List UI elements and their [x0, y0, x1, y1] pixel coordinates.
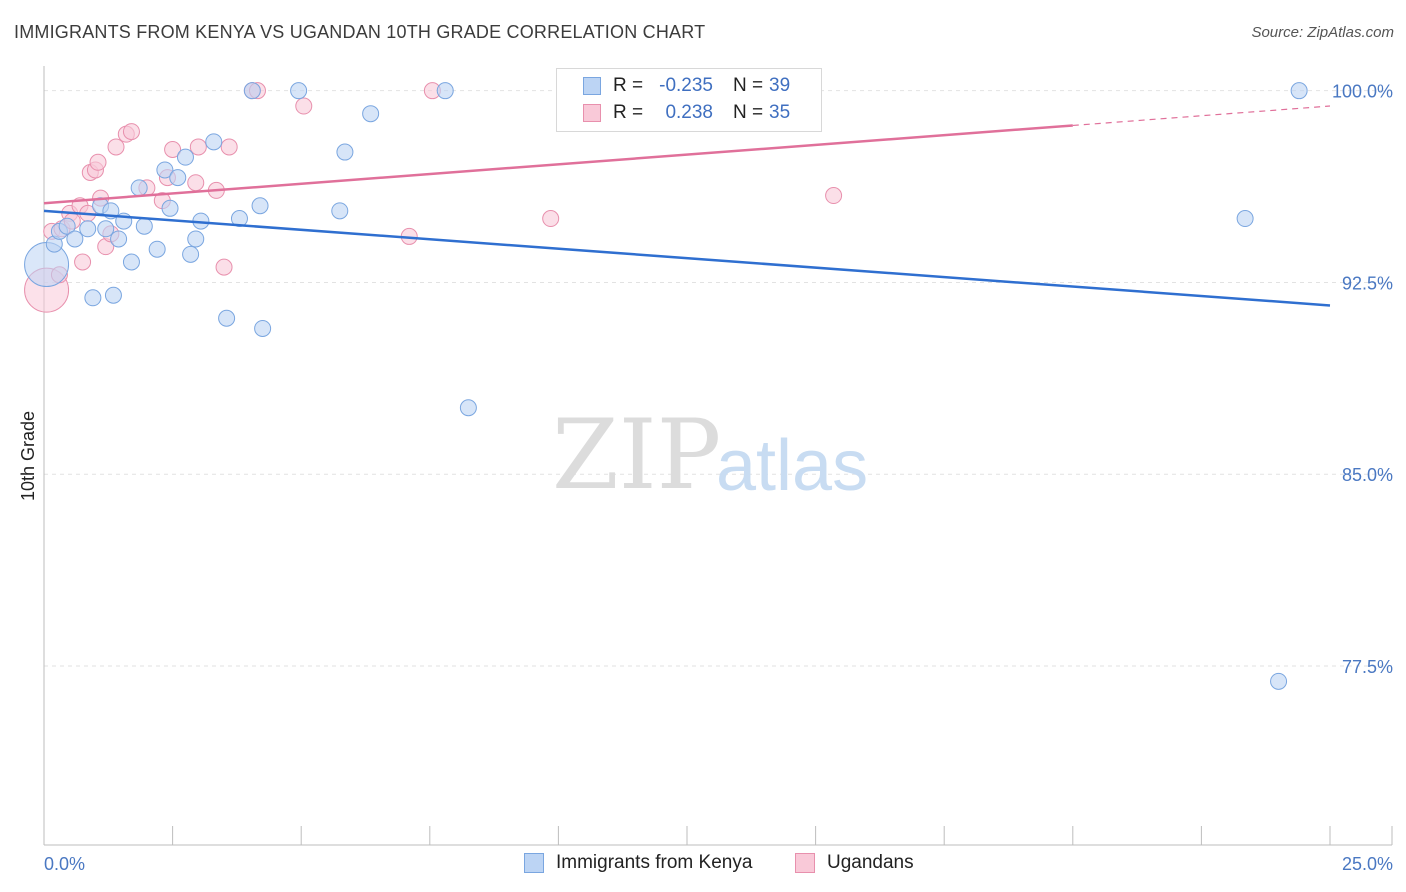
point-ugandans [295, 97, 313, 115]
legend-label-uganda: Ugandans [827, 852, 914, 873]
legend-item-uganda[interactable]: Ugandans [795, 852, 914, 874]
point-ugandans [189, 138, 207, 156]
point-kenya [187, 230, 205, 248]
series-kenya [24, 82, 1308, 690]
point-kenya [290, 82, 308, 100]
axes [43, 66, 1393, 846]
legend-n-value: 35 [769, 102, 791, 123]
trend-lines [43, 105, 1331, 307]
legend-swatch-uganda [795, 853, 815, 873]
point-kenya [1236, 210, 1254, 228]
legend-r-label: R = [613, 102, 644, 123]
point-kenya [254, 319, 272, 337]
watermark-zip: ZIP [552, 399, 721, 511]
legend-item-kenya[interactable]: Immigrants from Kenya [524, 852, 752, 874]
legend-n-label: N = [733, 75, 764, 96]
point-ugandans [215, 258, 233, 276]
point-kenya [148, 240, 166, 258]
point-kenya [459, 399, 477, 417]
legend-n-label: N = [733, 102, 764, 123]
point-kenya [79, 220, 97, 238]
point-kenya [230, 210, 248, 228]
point-kenya [24, 242, 70, 288]
legend-swatch-uganda [583, 104, 601, 122]
point-kenya [182, 245, 200, 263]
legend-r-label: R = [613, 75, 644, 96]
legend-row-kenya: R = -0.235 N = 39 [583, 73, 823, 99]
legend-swatch-kenya [524, 853, 544, 873]
watermark-atlas: atlas [716, 426, 868, 506]
point-kenya [362, 105, 380, 123]
point-kenya [205, 133, 223, 151]
grid-lines [44, 90, 1392, 667]
point-kenya [110, 230, 128, 248]
point-ugandans [187, 174, 205, 192]
point-kenya [97, 220, 115, 238]
point-kenya [135, 217, 153, 235]
legend-n-value: 39 [769, 75, 791, 96]
point-kenya [1270, 672, 1288, 690]
stats-legend: R = -0.235 N = 39 R = 0.238 N = 35 [556, 68, 822, 132]
x-tick-label: 25.0% [1342, 854, 1393, 874]
point-ugandans [542, 210, 560, 228]
point-kenya [176, 148, 194, 166]
point-kenya [122, 253, 140, 271]
point-ugandans [825, 187, 843, 205]
point-kenya [218, 309, 236, 327]
y-tick-label: 77.5% [1342, 657, 1393, 677]
y-tick-label: 92.5% [1342, 273, 1393, 293]
point-kenya [156, 161, 174, 179]
point-kenya [243, 82, 261, 100]
legend-row-uganda: R = 0.238 N = 35 [583, 100, 823, 126]
y-axis-label: 10th Grade [18, 411, 38, 501]
source-label: Source: ZipAtlas.com [1251, 24, 1394, 41]
point-ugandans [107, 138, 125, 156]
point-kenya [161, 199, 179, 217]
point-ugandans [220, 138, 238, 156]
x-tick-label: 0.0% [44, 854, 85, 874]
legend-swatch-kenya [583, 77, 601, 95]
point-kenya [331, 202, 349, 220]
y-tick-labels: 100.0% 92.5% 85.0% 77.5% [1332, 82, 1393, 677]
trend-line-kenya [43, 209, 1331, 307]
legend-label-kenya: Immigrants from Kenya [556, 852, 753, 873]
point-kenya [169, 169, 187, 187]
legend-r-value: -0.235 [659, 75, 713, 96]
point-kenya [251, 197, 269, 215]
chart-title: IMMIGRANTS FROM KENYA VS UGANDAN 10TH GR… [14, 22, 706, 42]
point-kenya [1290, 82, 1308, 100]
y-tick-label: 100.0% [1332, 82, 1393, 102]
point-ugandans [122, 123, 140, 141]
point-ugandans [164, 140, 182, 158]
y-tick-label: 85.0% [1342, 465, 1393, 485]
series-legend: Immigrants from Kenya Ugandans [0, 852, 1406, 878]
x-tick-labels: 0.0% 25.0% [44, 854, 1393, 874]
point-ugandans [89, 153, 107, 171]
point-kenya [436, 82, 454, 100]
point-kenya [130, 179, 148, 197]
point-ugandans [74, 253, 92, 271]
point-kenya [84, 289, 102, 307]
trend-line-ugandans [43, 124, 1073, 205]
point-kenya [66, 230, 84, 248]
point-kenya [58, 217, 76, 235]
point-kenya [336, 143, 354, 161]
trend-line-ugandans-extrapolated [1072, 105, 1331, 127]
legend-r-value: 0.238 [665, 102, 713, 123]
point-kenya [104, 286, 122, 304]
